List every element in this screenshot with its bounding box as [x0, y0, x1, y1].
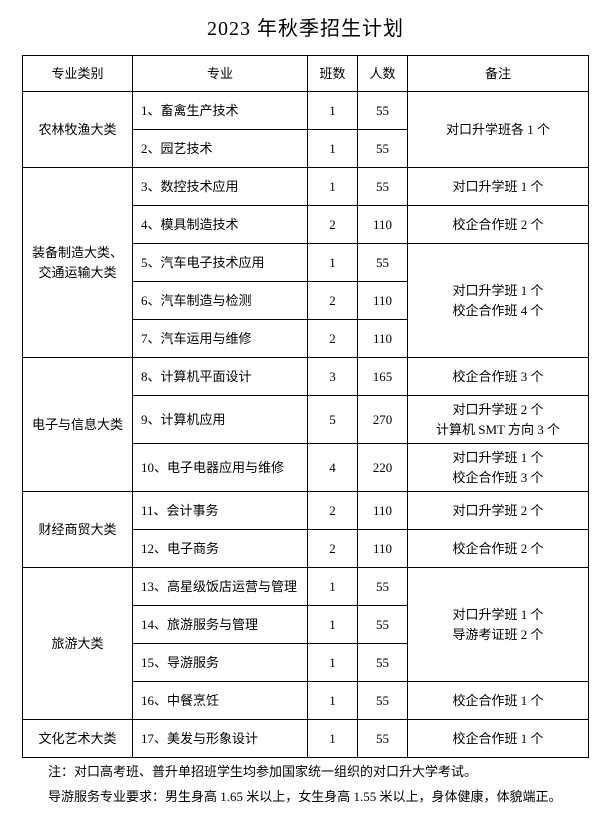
remark-cell: 对口升学班 1 个校企合作班 3 个 [408, 444, 589, 492]
major-cell: 8、计算机平面设计 [133, 358, 308, 396]
count-cell: 110 [358, 206, 408, 244]
classes-cell: 2 [308, 492, 358, 530]
major-cell: 9、计算机应用 [133, 396, 308, 444]
count-cell: 110 [358, 530, 408, 568]
header-remark: 备注 [408, 56, 589, 92]
major-cell: 11、会计事务 [133, 492, 308, 530]
remark-cell: 校企合作班 2 个 [408, 206, 589, 244]
remark-cell: 对口升学班 2 个 [408, 492, 589, 530]
count-cell: 55 [358, 92, 408, 130]
category-cell: 电子与信息大类 [23, 358, 133, 492]
major-cell: 13、高星级饭店运营与管理 [133, 568, 308, 606]
count-cell: 55 [358, 244, 408, 282]
table-row: 电子与信息大类8、计算机平面设计3165校企合作班 3 个 [23, 358, 589, 396]
classes-cell: 1 [308, 606, 358, 644]
classes-cell: 1 [308, 244, 358, 282]
category-cell: 旅游大类 [23, 568, 133, 720]
header-classes: 班数 [308, 56, 358, 92]
header-count: 人数 [358, 56, 408, 92]
category-cell: 文化艺术大类 [23, 720, 133, 758]
remark-cell: 对口升学班 1 个导游考证班 2 个 [408, 568, 589, 682]
table-row: 文化艺术大类17、美发与形象设计155校企合作班 1 个 [23, 720, 589, 758]
classes-cell: 1 [308, 130, 358, 168]
count-cell: 55 [358, 644, 408, 682]
classes-cell: 2 [308, 206, 358, 244]
major-cell: 10、电子电器应用与维修 [133, 444, 308, 492]
count-cell: 110 [358, 492, 408, 530]
classes-cell: 1 [308, 682, 358, 720]
major-cell: 3、数控技术应用 [133, 168, 308, 206]
count-cell: 270 [358, 396, 408, 444]
major-cell: 4、模具制造技术 [133, 206, 308, 244]
major-cell: 5、汽车电子技术应用 [133, 244, 308, 282]
count-cell: 55 [358, 168, 408, 206]
table-row: 财经商贸大类11、会计事务2110对口升学班 2 个 [23, 492, 589, 530]
remark-cell: 校企合作班 1 个 [408, 682, 589, 720]
remark-cell: 对口升学班 2 个计算机 SMT 方向 3 个 [408, 396, 589, 444]
table-row: 农林牧渔大类1、畜禽生产技术155对口升学班各 1 个 [23, 92, 589, 130]
remark-cell: 校企合作班 1 个 [408, 720, 589, 758]
category-cell: 财经商贸大类 [23, 492, 133, 568]
major-cell: 2、园艺技术 [133, 130, 308, 168]
header-major: 专业 [133, 56, 308, 92]
footnote: 注：对口高考班、普升单招班学生均参加国家统一组织的对口升大学考试。 [22, 762, 589, 783]
remark-cell: 对口升学班 1 个 [408, 168, 589, 206]
classes-cell: 3 [308, 358, 358, 396]
remark-cell: 校企合作班 3 个 [408, 358, 589, 396]
classes-cell: 1 [308, 568, 358, 606]
count-cell: 55 [358, 682, 408, 720]
major-cell: 16、中餐烹饪 [133, 682, 308, 720]
count-cell: 165 [358, 358, 408, 396]
enrollment-table: 专业类别 专业 班数 人数 备注 农林牧渔大类1、畜禽生产技术155对口升学班各… [22, 55, 589, 758]
count-cell: 220 [358, 444, 408, 492]
classes-cell: 1 [308, 644, 358, 682]
classes-cell: 2 [308, 530, 358, 568]
count-cell: 55 [358, 720, 408, 758]
table-row: 旅游大类13、高星级饭店运营与管理155对口升学班 1 个导游考证班 2 个 [23, 568, 589, 606]
major-cell: 12、电子商务 [133, 530, 308, 568]
remark-cell: 对口升学班各 1 个 [408, 92, 589, 168]
major-cell: 15、导游服务 [133, 644, 308, 682]
count-cell: 110 [358, 282, 408, 320]
classes-cell: 4 [308, 444, 358, 492]
category-cell: 农林牧渔大类 [23, 92, 133, 168]
classes-cell: 2 [308, 282, 358, 320]
table-row: 装备制造大类、交通运输大类3、数控技术应用155对口升学班 1 个 [23, 168, 589, 206]
major-cell: 14、旅游服务与管理 [133, 606, 308, 644]
classes-cell: 1 [308, 92, 358, 130]
category-cell: 装备制造大类、交通运输大类 [23, 168, 133, 358]
count-cell: 110 [358, 320, 408, 358]
major-cell: 17、美发与形象设计 [133, 720, 308, 758]
major-cell: 6、汽车制造与检测 [133, 282, 308, 320]
major-cell: 1、畜禽生产技术 [133, 92, 308, 130]
classes-cell: 1 [308, 720, 358, 758]
classes-cell: 2 [308, 320, 358, 358]
count-cell: 55 [358, 606, 408, 644]
footnote: 导游服务专业要求：男生身高 1.65 米以上，女生身高 1.55 米以上，身体健… [22, 787, 589, 808]
remark-cell: 校企合作班 2 个 [408, 530, 589, 568]
classes-cell: 5 [308, 396, 358, 444]
document-title: 2023 年秋季招生计划 [22, 12, 589, 41]
table-header-row: 专业类别 专业 班数 人数 备注 [23, 56, 589, 92]
classes-cell: 1 [308, 168, 358, 206]
count-cell: 55 [358, 130, 408, 168]
header-category: 专业类别 [23, 56, 133, 92]
major-cell: 7、汽车运用与维修 [133, 320, 308, 358]
count-cell: 55 [358, 568, 408, 606]
remark-cell: 对口升学班 1 个校企合作班 4 个 [408, 244, 589, 358]
